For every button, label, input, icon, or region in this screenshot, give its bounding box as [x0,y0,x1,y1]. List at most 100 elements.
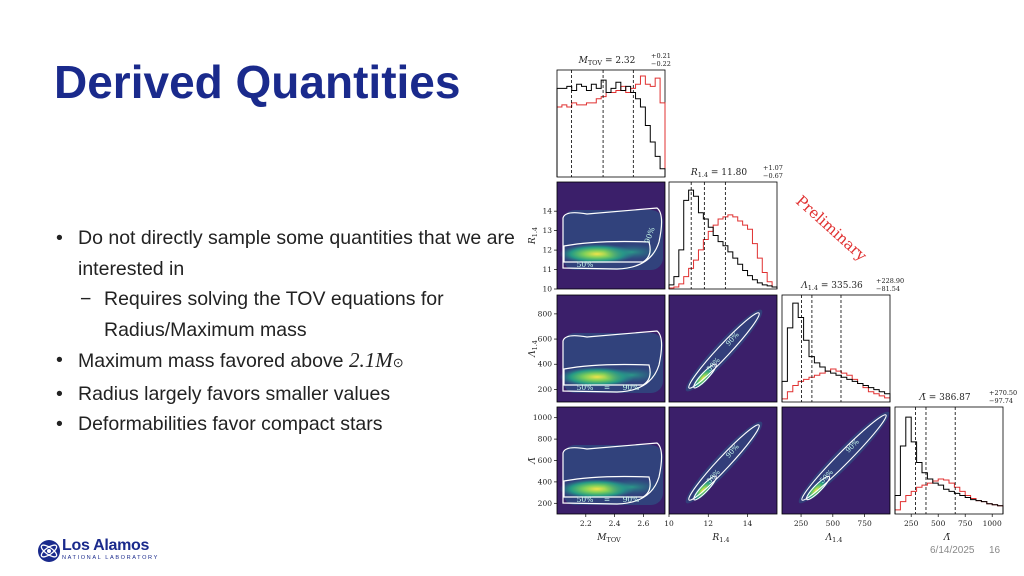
y-tick-label: 200 [538,499,553,508]
y-tick-label: 12 [542,246,552,255]
hist-red-r14 [668,214,778,289]
hist-panel-mtov [556,69,666,178]
density-layer [559,330,663,393]
density-core [604,244,660,260]
logo-name: Los Alamos [62,537,150,554]
hist-title-lamt: Λ̃ = 386.87 [918,392,971,403]
err-up-lam14: +228.90 [876,277,904,285]
y-tick-label: 800 [538,435,553,444]
density-core [604,479,660,495]
y-tick-label: 400 [538,360,553,369]
y-axis-label-r14: R1.4 [528,227,539,245]
y-tick-label: 800 [538,309,553,318]
slide-date: 6/14/2025 [930,545,975,556]
x-tick-label: 1000 [983,519,1002,528]
bullet-dot: • [56,227,63,249]
page-number: 16 [989,545,1001,556]
bullet-dot: • [56,349,63,371]
y-tick-label: 13 [542,226,552,235]
logo-subtitle: NATIONAL LABORATORY [62,555,159,561]
bullet-dot: • [56,382,63,405]
contour-label-90: 90% [623,383,640,392]
contour-90 [688,424,760,501]
hist-title-lam14: Λ1.4 = 335.36 [800,281,863,292]
hist-red-lam14 [781,368,891,402]
y-tick-label: 1000 [533,413,552,422]
y-tick-label: 600 [538,335,553,344]
y-tick-label: 600 [538,456,553,465]
x-tick-label: 250 [904,519,919,528]
hist-panel-lam14 [781,294,891,403]
bullet-list: • Do not directly sample some quantities… [56,223,516,440]
err-down-r14: −0.67 [763,172,783,180]
x-tick-label: 12 [703,519,713,528]
contour-50 [563,475,651,498]
hist-panel-lamt [894,406,1004,515]
contour-label-50: 50% [577,260,594,269]
x-tick-label: 2.6 [637,519,649,528]
x-tick-label: 750 [857,519,872,528]
contour-50 [805,475,831,501]
sub-bullet-item: − Requires solving the TOV equations for… [56,284,516,345]
y-tick-label: 10 [542,285,552,294]
x-tick-label: 2.4 [609,519,621,528]
sub-bullet-text: Requires solving the TOV equations for R… [104,288,444,341]
density-layer [559,442,663,505]
bullet-item: • Deformabilities favor compact stars [56,409,516,440]
contour-90 [562,442,663,505]
err-down-lam14: −81.54 [876,285,900,293]
bullet-item: • Radius largely favors smaller values [56,379,516,410]
bullet-text: Do not directly sample some quantities t… [78,227,515,280]
density-core [604,367,660,383]
bullet-dot: • [56,413,63,435]
density-layer [559,207,663,270]
hist-title-mtov: MTOV = 2.32 [578,56,636,67]
density-layer [685,309,763,392]
contour-50 [693,475,717,501]
x-tick-label: 500 [931,519,946,528]
contour-90 [562,207,663,270]
err-down-mtov: −0.22 [651,60,671,68]
y-tick-label: 11 [542,265,552,274]
bullet-text: Radius largely favors smaller values [78,382,391,405]
contour-90 [688,312,760,389]
contour-50 [563,240,651,263]
x-axis-label-lam14: Λ1.4 [825,533,843,544]
y-axis-label-lamt: Λ̃ [527,457,538,465]
bullet-text: Maximum mass favored above [78,350,349,372]
contour-label-50: 50% [577,495,594,504]
contour-label-sep: = [604,495,610,504]
hist-black-r14 [668,189,778,289]
contour-90 [801,414,887,501]
y-tick-label: 14 [542,207,552,216]
atom-logo-icon [38,540,60,562]
contour-50 [563,363,651,386]
x-tick-label: 14 [743,519,753,528]
y-axis-label-lam14: Λ1.4 [528,340,539,358]
math-mass: 2.1M⊙ [348,348,404,372]
contour-label-50: 50% [577,383,594,392]
x-tick-label: 750 [958,519,973,528]
sub-bullet-dash: − [80,288,92,310]
hist-black-lamt [894,416,1004,514]
x-tick-label: 250 [794,519,809,528]
x-tick-label: 10 [664,519,674,528]
err-up-mtov: +0.21 [651,52,671,60]
hist-black-mtov [556,79,666,177]
density-layer [685,421,763,504]
x-tick-label: 2.2 [580,519,592,528]
err-up-lamt: +270.50 [989,389,1017,397]
preliminary-watermark: Preliminary [792,192,871,265]
contour-label-90: 90% [623,495,640,504]
x-tick-label: 500 [826,519,841,528]
contour-90 [562,330,663,393]
hist-panel-r14 [668,181,778,290]
contour-label-sep: = [604,383,610,392]
bullet-item: • Do not directly sample some quantities… [56,223,516,284]
x-axis-label-r14: R1.4 [711,533,729,544]
x-axis-label-lamt: Λ̃ [943,532,951,543]
y-tick-label: 200 [538,385,553,394]
err-up-r14: +1.07 [763,164,783,172]
density-layer [798,411,890,504]
